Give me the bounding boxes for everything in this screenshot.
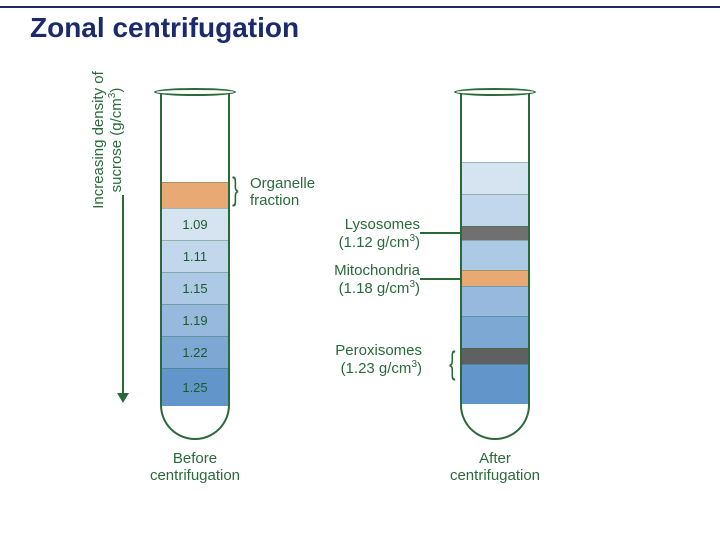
title-underline [0,6,720,8]
density-layer [162,182,228,208]
band-peroxisomes [462,348,528,364]
ann-density: (1.12 g/cm [339,234,410,251]
ann-density: (1.23 g/cm [341,360,412,377]
ann-name: Peroxisomes [335,342,422,359]
tube-empty-space [162,90,228,182]
label-mitochondria: Mitochondria (1.18 g/cm3) [322,262,420,297]
label-lysosomes: Lysosomes (1.12 g/cm3) [330,216,420,251]
density-layer: 1.19 [162,304,228,336]
tube-rim [454,88,536,96]
density-layer: 1.11 [162,240,228,272]
ann-name: Lysosomes [345,216,420,233]
tube-before: 1.091.111.151.191.221.25 Beforecentrifug… [160,90,230,484]
band-lysosomes [462,226,528,240]
y-axis-sup: 3 [107,93,118,99]
caption-before: Beforecentrifugation [145,450,245,484]
band-mitochondria [462,270,528,286]
density-layer [462,240,528,270]
tube-empty-space [462,90,528,162]
diagram-area: Increasing density of sucrose (g/cm3) 1.… [100,80,650,520]
density-layer: 1.15 [162,272,228,304]
density-layer [462,286,528,316]
label-organelle-fraction: Organellefraction [250,175,315,209]
density-layer: 1.09 [162,208,228,240]
y-axis-line1: Increasing density of [90,71,107,209]
tube-layers-after [462,162,528,404]
density-layer [462,316,528,348]
tube-rim [154,88,236,96]
down-arrow-icon [122,195,124,395]
ann-name: Mitochondria [334,262,420,279]
leader-line [420,232,460,234]
tube-body-before: 1.091.111.151.191.221.25 [160,90,230,440]
ann-density: (1.18 g/cm [339,280,410,297]
tube-body-after [460,90,530,440]
leader-line [420,278,460,280]
density-layer [462,162,528,194]
tube-layers-before: 1.091.111.151.191.221.25 [162,182,228,406]
density-layer: 1.25 [162,368,228,406]
label-peroxisomes: Peroxisomes (1.23 g/cm3) [328,342,422,377]
y-axis-line2: sucrose (g/cm [108,98,125,192]
density-layer [462,194,528,226]
page-title: Zonal centrifugation [30,12,299,44]
y-axis-line2b: ) [108,88,125,93]
brace-icon: } [232,180,238,199]
caption-after: Aftercentrifugation [445,450,545,484]
tube-after: Aftercentrifugation [460,90,530,484]
ann-tail: ) [415,234,420,251]
density-layer [462,364,528,404]
ann-tail: ) [415,280,420,297]
y-axis-label: Increasing density of sucrose (g/cm3) [90,40,125,240]
brace-icon: } [449,354,455,373]
density-layer: 1.22 [162,336,228,368]
ann-tail: ) [417,360,422,377]
